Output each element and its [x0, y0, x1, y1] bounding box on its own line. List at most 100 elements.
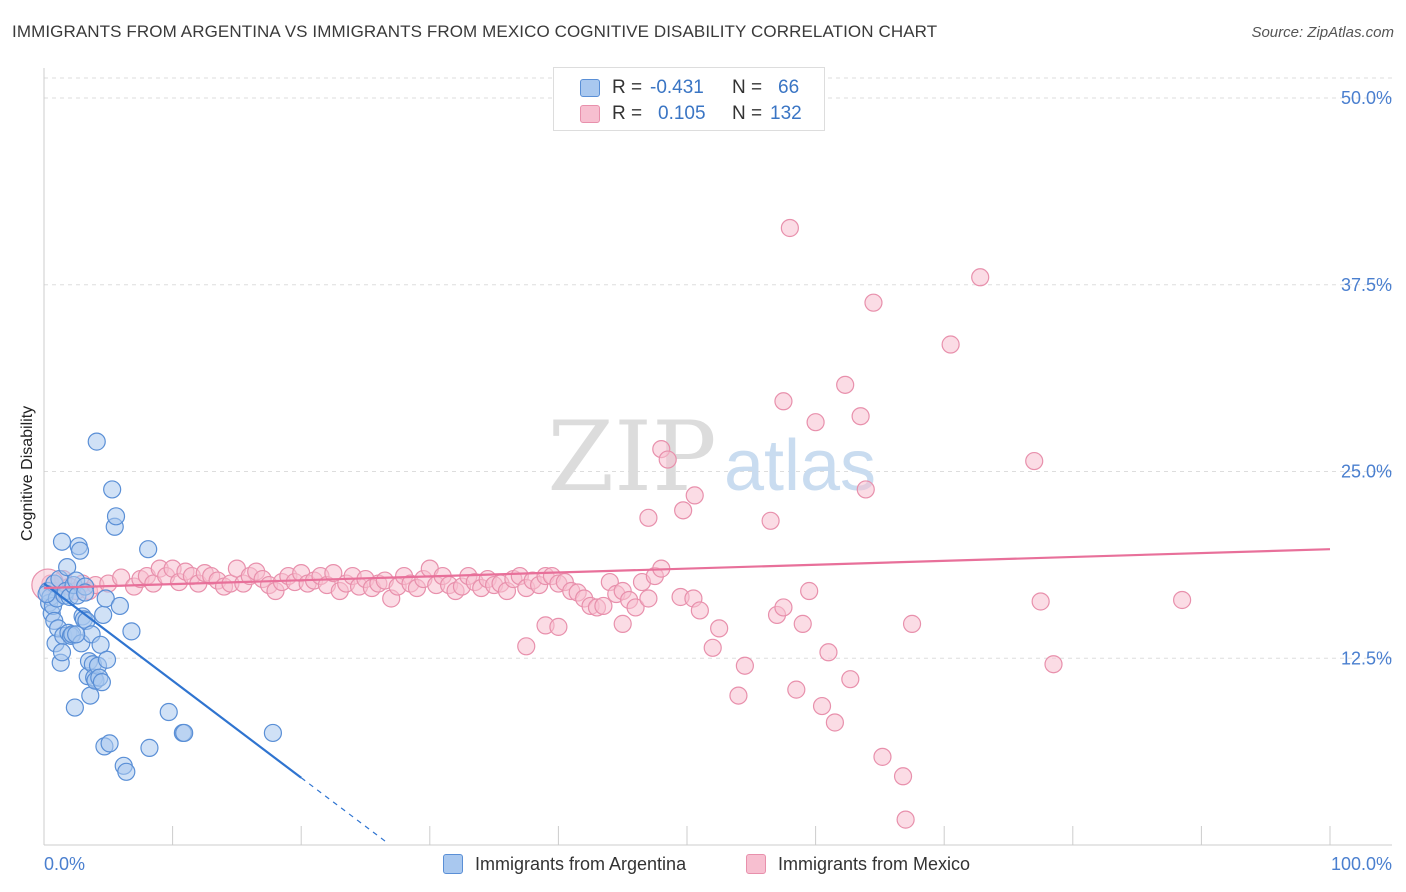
- point-mexico: [787, 680, 806, 699]
- point-mexico: [812, 696, 832, 716]
- point-argentina: [175, 723, 194, 743]
- point-argentina: [87, 432, 106, 451]
- y-tick-label: 12.5%: [1341, 648, 1392, 668]
- point-argentina: [67, 625, 86, 644]
- point-mexico: [549, 617, 568, 636]
- x-tick-label: 100.0%: [1331, 854, 1392, 874]
- point-argentina: [52, 643, 72, 662]
- point-mexico: [613, 614, 632, 633]
- legend-n-value: 132: [770, 103, 802, 124]
- legend-n-label: N =: [732, 77, 763, 98]
- watermark: ZIP atlas: [547, 401, 876, 513]
- legend-row-argentina: R = -0.431 N = 66: [580, 76, 799, 100]
- y-axis-label: Cognitive Disability: [19, 405, 36, 541]
- point-mexico: [626, 598, 645, 617]
- point-mexico: [800, 581, 819, 601]
- bottom-legend-mexico[interactable]: Immigrants from Mexico: [746, 851, 970, 877]
- point-argentina: [65, 698, 84, 717]
- legend-r-value: 0.105: [658, 103, 706, 124]
- point-argentina: [70, 541, 90, 560]
- legend: R = -0.431 N = 66 R = 0.105 N = 132: [553, 67, 825, 131]
- point-mexico: [896, 810, 915, 829]
- point-mexico: [324, 563, 343, 583]
- point-mexico: [1031, 592, 1050, 611]
- mexico-legend-label: Immigrants from Mexico: [778, 853, 971, 874]
- point-mexico: [1044, 655, 1063, 674]
- point-argentina: [110, 596, 129, 616]
- watermark-atlas: atlas: [724, 426, 876, 506]
- point-mexico: [674, 501, 693, 520]
- point-mexico: [793, 614, 812, 633]
- point-argentina: [106, 507, 126, 526]
- legend-r-label: R =: [612, 103, 643, 124]
- point-mexico: [851, 407, 870, 426]
- tick-labels: 12.5% 25.0% 37.5% 50.0% 0.0% 100.0%: [44, 88, 1392, 874]
- x-tick-label: 0.0%: [44, 854, 85, 874]
- point-mexico: [864, 293, 883, 312]
- point-argentina: [94, 605, 113, 625]
- point-mexico: [735, 656, 754, 675]
- trend-argentina: [43, 582, 302, 779]
- point-mexico: [825, 713, 844, 732]
- point-mexico: [1173, 590, 1192, 610]
- y-tick-label: 37.5%: [1341, 275, 1392, 295]
- legend-swatch-argentina: [580, 79, 600, 97]
- point-argentina: [97, 650, 117, 669]
- series-mexico-points: [31, 218, 1192, 829]
- point-mexico: [836, 375, 855, 394]
- argentina-swatch: [443, 854, 463, 874]
- point-argentina: [122, 622, 141, 641]
- point-mexico: [639, 589, 658, 608]
- point-mexico: [856, 480, 875, 499]
- point-argentina: [263, 723, 283, 743]
- point-argentina: [52, 532, 72, 551]
- point-mexico: [941, 335, 960, 354]
- chart-title: IMMIGRANTS FROM ARGENTINA VS IMMIGRANTS …: [12, 22, 938, 41]
- point-mexico: [517, 637, 536, 656]
- legend-r-value: -0.431: [650, 77, 704, 98]
- mexico-swatch: [746, 854, 766, 874]
- point-mexico: [703, 638, 722, 657]
- point-argentina: [103, 480, 122, 499]
- point-mexico: [873, 747, 892, 766]
- point-argentina: [159, 702, 178, 722]
- point-argentina: [92, 673, 111, 692]
- legend-swatch-mexico: [580, 105, 600, 123]
- point-argentina: [139, 540, 158, 559]
- point-argentina: [96, 589, 115, 608]
- point-mexico: [639, 508, 658, 527]
- axes: [43, 68, 1392, 846]
- bottom-legend-argentina[interactable]: Immigrants from Argentina: [443, 851, 686, 877]
- point-mexico: [774, 598, 793, 617]
- point-mexico: [841, 670, 860, 689]
- point-mexico: [893, 767, 913, 786]
- point-argentina: [58, 558, 77, 577]
- legend-row-mexico: R = 0.105 N = 132: [580, 102, 802, 126]
- trend-lines: [43, 548, 1331, 844]
- point-mexico: [819, 643, 838, 662]
- point-mexico: [1025, 451, 1044, 471]
- point-mexico: [806, 413, 825, 432]
- point-mexico: [658, 450, 677, 469]
- point-mexico: [710, 619, 729, 638]
- point-mexico: [774, 392, 793, 411]
- point-mexico: [780, 218, 799, 238]
- point-argentina: [117, 762, 136, 781]
- legend-n-label: N =: [732, 103, 763, 124]
- source-label: Source: ZipAtlas.com: [1251, 24, 1394, 41]
- point-argentina: [76, 583, 95, 602]
- point-mexico: [729, 686, 748, 705]
- point-argentina: [140, 738, 159, 757]
- point-mexico: [902, 614, 922, 633]
- argentina-legend-label: Immigrants from Argentina: [475, 853, 687, 874]
- point-mexico: [761, 511, 780, 530]
- point-mexico: [690, 601, 709, 620]
- point-mexico: [685, 486, 704, 505]
- y-tick-label: 25.0%: [1341, 462, 1392, 482]
- y-tick-label: 50.0%: [1341, 88, 1392, 108]
- trend-mexico: [43, 548, 1331, 590]
- point-mexico: [971, 268, 990, 287]
- point-argentina: [91, 635, 110, 654]
- trend-argentina-extension: [300, 777, 388, 844]
